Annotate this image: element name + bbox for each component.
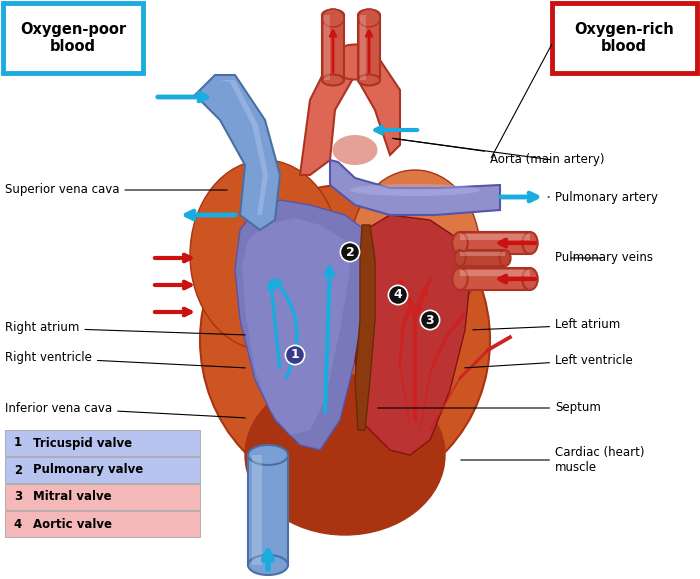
Polygon shape xyxy=(195,75,280,230)
Ellipse shape xyxy=(522,232,538,254)
Ellipse shape xyxy=(248,445,288,465)
Ellipse shape xyxy=(452,232,468,254)
Bar xyxy=(5,457,200,483)
Text: Left atrium: Left atrium xyxy=(473,318,620,332)
Bar xyxy=(358,15,380,80)
Text: 2: 2 xyxy=(346,245,354,258)
Ellipse shape xyxy=(322,75,344,86)
Text: Inferior vena cava: Inferior vena cava xyxy=(5,401,245,418)
Text: 2: 2 xyxy=(14,464,22,477)
Text: Oxygen-poor
blood: Oxygen-poor blood xyxy=(20,22,126,54)
Text: Aorta (main artery): Aorta (main artery) xyxy=(393,138,605,167)
Text: Septum: Septum xyxy=(378,401,601,415)
Text: Right ventricle: Right ventricle xyxy=(5,351,245,368)
Text: 1: 1 xyxy=(290,349,300,361)
Bar xyxy=(248,455,288,565)
Text: Aortic valve: Aortic valve xyxy=(33,518,112,530)
Text: Right atrium: Right atrium xyxy=(5,321,245,335)
Ellipse shape xyxy=(522,268,538,290)
Polygon shape xyxy=(220,80,268,215)
Text: Oxygen-rich
blood: Oxygen-rich blood xyxy=(574,22,674,54)
Text: Pulmonary artery: Pulmonary artery xyxy=(548,190,658,203)
Bar xyxy=(460,252,505,255)
Polygon shape xyxy=(355,215,470,455)
Text: Left ventricle: Left ventricle xyxy=(465,354,633,368)
Ellipse shape xyxy=(322,9,344,27)
Text: Mitral valve: Mitral valve xyxy=(33,490,111,504)
FancyBboxPatch shape xyxy=(3,3,143,73)
Ellipse shape xyxy=(190,160,340,350)
Ellipse shape xyxy=(332,135,377,165)
Bar xyxy=(460,234,530,240)
Text: Tricuspid valve: Tricuspid valve xyxy=(33,437,132,449)
Ellipse shape xyxy=(350,170,480,330)
Ellipse shape xyxy=(358,9,380,20)
Bar xyxy=(460,270,530,276)
Polygon shape xyxy=(330,160,500,215)
Polygon shape xyxy=(242,218,350,435)
Polygon shape xyxy=(355,225,375,430)
Polygon shape xyxy=(235,200,370,450)
Ellipse shape xyxy=(248,555,288,575)
Ellipse shape xyxy=(358,9,380,27)
Text: Cardiac (heart)
muscle: Cardiac (heart) muscle xyxy=(461,446,645,474)
Text: Pulmonary veins: Pulmonary veins xyxy=(555,251,653,265)
Ellipse shape xyxy=(452,268,468,290)
Ellipse shape xyxy=(454,250,466,266)
Text: 3: 3 xyxy=(14,490,22,504)
Text: 4: 4 xyxy=(393,288,402,302)
Bar xyxy=(322,15,344,80)
Ellipse shape xyxy=(322,9,344,20)
Ellipse shape xyxy=(499,250,510,266)
Text: 4: 4 xyxy=(14,518,22,530)
Polygon shape xyxy=(300,55,400,175)
Ellipse shape xyxy=(358,75,380,86)
Bar xyxy=(460,250,505,266)
Bar xyxy=(5,430,200,456)
Text: 3: 3 xyxy=(426,313,434,327)
Bar xyxy=(324,15,330,80)
Ellipse shape xyxy=(350,184,480,196)
FancyBboxPatch shape xyxy=(552,3,697,73)
Ellipse shape xyxy=(330,45,380,79)
Bar xyxy=(360,15,365,80)
Text: Superior vena cava: Superior vena cava xyxy=(5,184,228,196)
Bar xyxy=(460,232,530,254)
Ellipse shape xyxy=(200,185,490,495)
Text: Pulmonary valve: Pulmonary valve xyxy=(33,464,143,477)
Bar xyxy=(460,268,530,290)
Bar xyxy=(252,455,262,565)
Text: 1: 1 xyxy=(14,437,22,449)
Bar xyxy=(5,484,200,510)
Bar xyxy=(5,511,200,537)
Ellipse shape xyxy=(245,375,445,535)
